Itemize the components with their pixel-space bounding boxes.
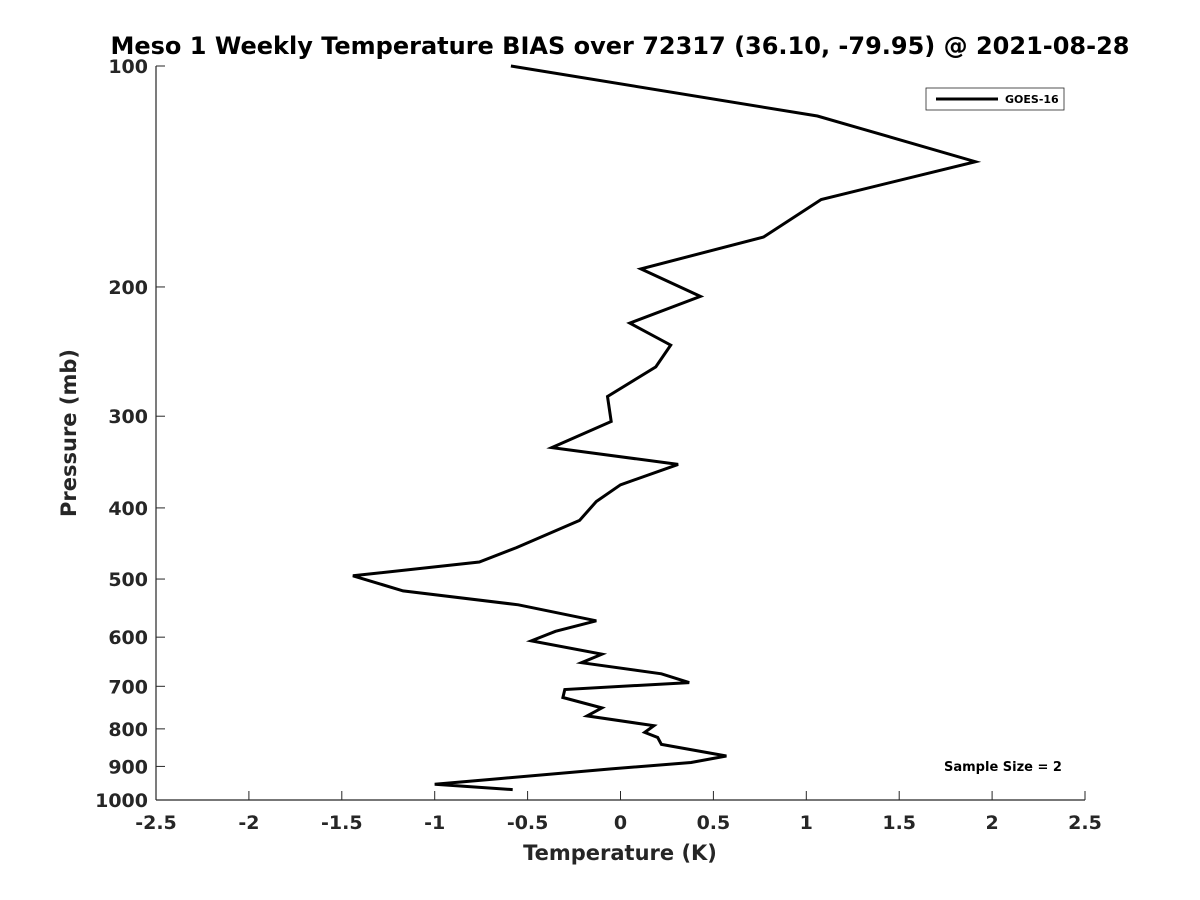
x-tick-label: -1 [424, 812, 445, 834]
x-axis-label: Temperature (K) [523, 841, 717, 865]
x-tick-label: 2 [985, 812, 998, 834]
plot-area: -2.5 -2 -1.5 -1 -0.5 0 0.5 1 1.5 2 2.5 100 200 300 40… [95, 56, 1102, 834]
y-tick-label: 500 [108, 569, 148, 591]
y-tick-label: 1000 [95, 790, 148, 812]
y-tick-label: 900 [108, 756, 148, 778]
y-tick-label: 100 [108, 56, 148, 78]
x-ticks: -2.5 -2 -1.5 -1 -0.5 0 0.5 1 1.5 2 2.5 [135, 791, 1102, 834]
x-tick-label: 0.5 [697, 812, 731, 834]
y-ticks: 100 200 300 400 500 600 700 800 900 1000 [95, 56, 165, 812]
x-tick-label: 1 [800, 812, 813, 834]
y-tick-label: 300 [108, 406, 148, 428]
y-tick-label: 400 [108, 498, 148, 520]
x-tick-label: -1.5 [321, 812, 363, 834]
legend: GOES-16 [925, 87, 1065, 111]
x-tick-label: 1.5 [882, 812, 916, 834]
x-tick-label: 0 [614, 812, 627, 834]
y-tick-label: 200 [108, 277, 148, 299]
y-tick-label: 700 [108, 676, 148, 698]
series-group [352, 64, 982, 792]
x-tick-label: 2.5 [1068, 812, 1102, 834]
legend-label-goes-16: GOES-16 [1005, 93, 1059, 106]
y-tick-label: 600 [108, 627, 148, 649]
x-tick-label: -2.5 [135, 812, 177, 834]
series-line-goes-16 [352, 64, 982, 792]
sample-size-annotation: Sample Size = 2 [944, 760, 1062, 775]
x-tick-label: -0.5 [507, 812, 549, 834]
y-tick-label: 800 [108, 719, 148, 741]
y-axis-label: Pressure (mb) [57, 349, 81, 517]
chart-title: Meso 1 Weekly Temperature BIAS over 7231… [110, 32, 1129, 60]
x-tick-label: -2 [238, 812, 259, 834]
